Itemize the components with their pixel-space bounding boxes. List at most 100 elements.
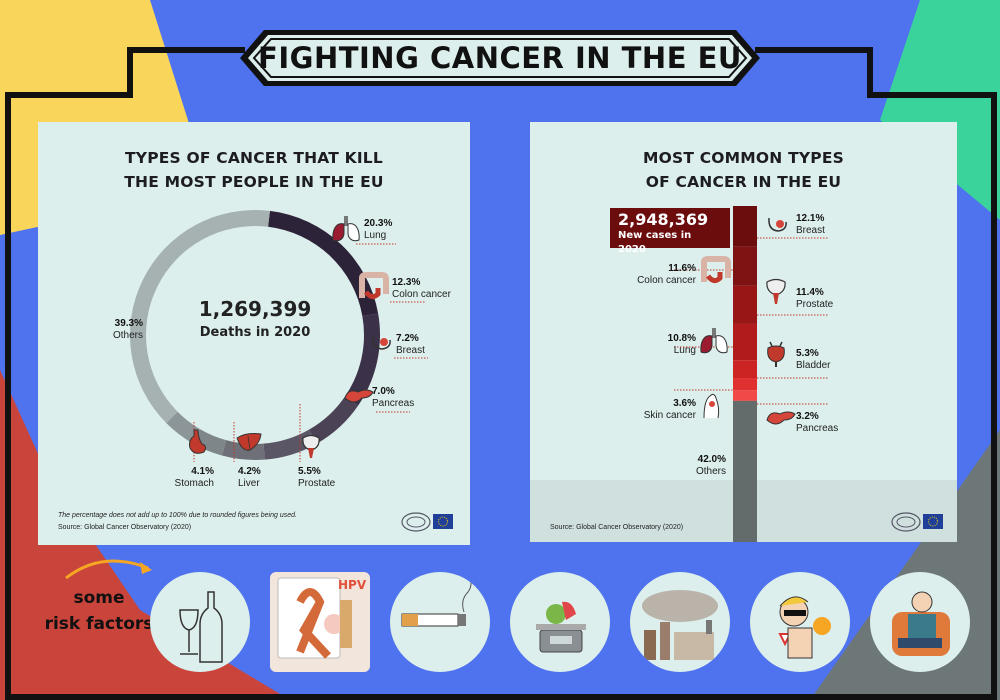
segment-label-prostate: 11.4% Prostate	[796, 287, 833, 311]
bar-segment-bladder	[733, 360, 757, 379]
donut-slice-colon-cancer	[344, 313, 380, 406]
segment-pct: 42.0%	[697, 454, 726, 465]
donut-slice-breast	[309, 396, 359, 444]
bar-segment-skin-cancer	[733, 378, 757, 391]
donut-slice-stomach	[166, 411, 200, 443]
segment-pct: 3.2%	[796, 411, 819, 422]
footnote: The percentage does not add up to 100% d…	[58, 512, 297, 519]
cases-panel: MOST COMMON TYPES OF CANCER IN THE EU 2,…	[530, 122, 957, 542]
source-note: Source: Global Cancer Observatory (2020)	[58, 524, 192, 531]
slice-label-colon: 12.3% Colon cancer	[392, 277, 451, 301]
segment-name: Breast	[796, 225, 825, 236]
slice-pct: 4.1%	[191, 466, 214, 477]
segment-name: Pancreas	[796, 423, 839, 434]
page-title: FIGHTING CANCER IN THE EU	[258, 41, 742, 75]
diet-scale-icon	[510, 572, 610, 672]
segment-label-pancreas: 3.2% Pancreas	[796, 411, 838, 435]
european-parliament-logo	[401, 512, 453, 532]
skin-icon	[703, 393, 720, 419]
hpv-label: HPV	[338, 578, 367, 592]
segment-label-lung: 10.8% Lung	[650, 333, 696, 357]
slice-pct: 5.5%	[298, 466, 321, 477]
slice-name: Breast	[396, 345, 425, 356]
bar-segment-colon-cancer	[733, 246, 757, 286]
new-cases-label: New cases in 2020	[618, 230, 692, 255]
slice-name: Lung	[364, 230, 387, 241]
breast-icon	[372, 335, 391, 350]
new-cases-value: 2,948,369	[618, 210, 709, 229]
donut-center-value: 1,269,399	[198, 297, 312, 321]
alcohol-bottle-icon	[150, 572, 250, 672]
stomach-icon	[189, 429, 207, 454]
segment-name: Bladder	[796, 360, 831, 371]
european-parliament-logo	[891, 512, 943, 532]
colon-icon	[701, 256, 731, 284]
slice-name: Others	[112, 330, 143, 341]
risk-factors-label: some risk factors	[44, 585, 154, 637]
bar-segment-others	[733, 400, 757, 542]
donut-slice-others	[129, 210, 270, 423]
slice-name: Liver	[238, 478, 260, 489]
title-banner: FIGHTING CANCER IN THE EU	[240, 26, 760, 90]
slice-label-stomach: 4.1% Stomach	[174, 466, 214, 490]
donut-slice-lung	[268, 210, 379, 317]
lungs-icon	[332, 216, 360, 242]
colon-icon	[359, 272, 389, 300]
cases-title-line1: MOST COMMON TYPES	[643, 149, 844, 167]
segment-pct: 12.1%	[796, 213, 825, 224]
slice-label-pancreas: 7.0% Pancreas	[372, 386, 414, 410]
deaths-donut-chart	[129, 210, 428, 462]
segment-name: Skin cancer	[643, 410, 696, 421]
curved-arrow-icon	[65, 559, 152, 580]
slice-label-liver: 4.2% Liver	[238, 466, 261, 490]
segment-name: Prostate	[796, 299, 834, 310]
liver-icon	[236, 433, 262, 451]
segment-name: Others	[695, 466, 726, 477]
segment-pct: 11.6%	[668, 263, 696, 274]
slice-label-lung: 20.3% Lung	[364, 218, 392, 242]
hpv-ribbon-icon: HPV	[270, 572, 370, 672]
banner-shape	[240, 30, 760, 86]
bar-segment-pancreas	[733, 390, 757, 401]
slice-name: Pancreas	[372, 398, 415, 409]
cases-stacked-bar-chart	[674, 206, 828, 542]
segment-label-others: 42.0% Others	[676, 454, 726, 478]
deaths-title-line1: TYPES OF CANCER THAT KILL	[125, 149, 383, 167]
slice-pct: 7.0%	[372, 386, 395, 397]
slice-label-others: 39.3% Others	[98, 318, 143, 342]
segment-pct: 3.6%	[673, 398, 696, 409]
prostate-icon	[766, 278, 786, 304]
segment-pct: 10.8%	[667, 333, 696, 344]
cases-title-line2: OF CANCER IN THE EU	[645, 173, 842, 191]
bladder-icon	[767, 341, 785, 367]
deaths-panel: TYPES OF CANCER THAT KILL THE MOST PEOPL…	[38, 122, 470, 545]
pollution-factory-icon	[630, 572, 730, 672]
slice-name: Stomach	[174, 478, 214, 489]
slice-name: Colon cancer	[392, 289, 451, 300]
pancreas-icon	[766, 411, 796, 425]
segment-label-breast: 12.1% Breast	[796, 213, 825, 237]
slice-label-breast: 7.2% Breast	[396, 333, 425, 357]
slice-pct: 20.3%	[364, 218, 393, 229]
prostate-icon	[302, 434, 320, 458]
segment-label-skin: 3.6% Skin cancer	[636, 398, 696, 422]
lungs-icon	[700, 328, 728, 354]
slice-pct: 12.3%	[392, 277, 421, 288]
new-cases-box: 2,948,369 New cases in 2020	[610, 208, 730, 255]
pancreas-icon	[344, 389, 374, 403]
segment-name: Colon cancer	[637, 275, 696, 286]
risk-label-line1: some	[73, 588, 125, 608]
sedentary-lifestyle-icon	[870, 572, 970, 672]
segment-label-colon: 11.6% Colon cancer	[630, 263, 696, 287]
bar-segment-prostate	[733, 285, 757, 324]
slice-name: Prostate	[298, 478, 336, 489]
slice-pct: 7.2%	[396, 333, 419, 344]
slice-label-prostate: 5.5% Prostate	[298, 466, 335, 490]
bar-segment-breast	[733, 206, 757, 247]
breast-icon	[768, 217, 787, 232]
source-note: Source: Global Cancer Observatory (2020)	[550, 524, 684, 531]
segment-label-bladder: 5.3% Bladder	[796, 348, 830, 372]
cigarette-icon	[390, 572, 490, 672]
donut-center-label: Deaths in 2020	[199, 325, 311, 340]
segment-name: Lung	[673, 345, 696, 356]
